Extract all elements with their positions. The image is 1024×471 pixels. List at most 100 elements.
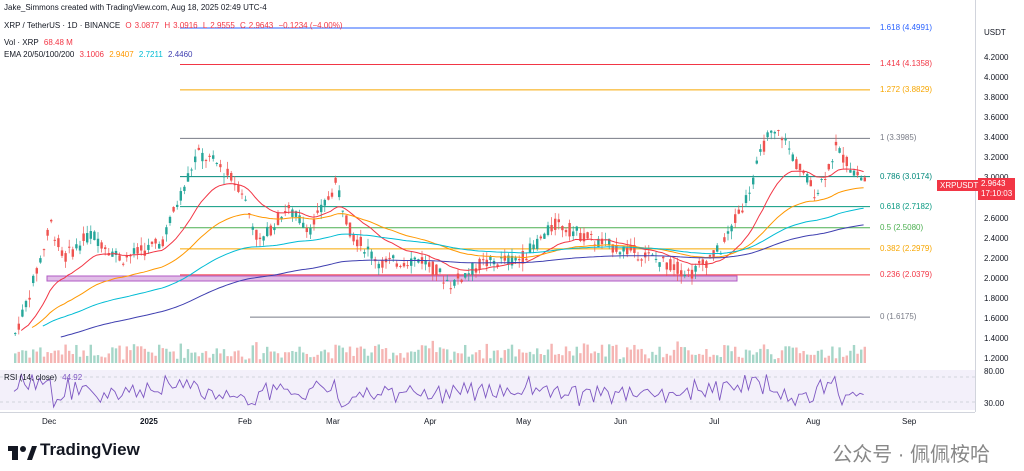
candle-body[interactable] bbox=[644, 252, 647, 258]
candle-body[interactable] bbox=[806, 174, 809, 183]
candle-body[interactable] bbox=[377, 263, 380, 269]
candle-body[interactable] bbox=[190, 169, 193, 171]
candle-body[interactable] bbox=[662, 256, 665, 259]
candle-body[interactable] bbox=[381, 259, 384, 268]
candle-body[interactable] bbox=[212, 155, 215, 159]
candle-body[interactable] bbox=[582, 233, 586, 242]
candle-body[interactable] bbox=[633, 245, 636, 253]
candle-body[interactable] bbox=[136, 247, 139, 254]
candle-body[interactable] bbox=[251, 226, 254, 230]
candle-body[interactable] bbox=[510, 255, 514, 266]
candle-body[interactable] bbox=[676, 261, 679, 274]
candle-body[interactable] bbox=[651, 254, 654, 256]
candle-body[interactable] bbox=[615, 245, 618, 252]
candle-body[interactable] bbox=[550, 225, 553, 232]
candle-body[interactable] bbox=[122, 263, 125, 265]
candle-body[interactable] bbox=[856, 171, 859, 176]
candle-body[interactable] bbox=[208, 155, 211, 157]
candle-body[interactable] bbox=[842, 154, 845, 163]
candle-body[interactable] bbox=[813, 197, 816, 199]
candle-body[interactable] bbox=[500, 257, 503, 259]
candle-body[interactable] bbox=[820, 179, 823, 181]
candle-body[interactable] bbox=[636, 259, 640, 261]
candle-body[interactable] bbox=[543, 233, 546, 239]
candle-body[interactable] bbox=[575, 226, 578, 231]
candle-body[interactable] bbox=[694, 265, 697, 272]
candle-body[interactable] bbox=[863, 177, 866, 182]
candle-body[interactable] bbox=[464, 273, 467, 278]
candle-body[interactable] bbox=[158, 243, 161, 249]
candle-body[interactable] bbox=[14, 333, 17, 335]
candle-body[interactable] bbox=[395, 263, 398, 267]
candle-body[interactable] bbox=[597, 238, 600, 248]
candle-body[interactable] bbox=[258, 237, 262, 240]
candle-body[interactable] bbox=[784, 138, 787, 141]
candle-body[interactable] bbox=[658, 262, 661, 267]
candle-body[interactable] bbox=[748, 192, 751, 194]
candle-body[interactable] bbox=[194, 156, 197, 163]
candle-body[interactable] bbox=[683, 274, 686, 277]
candle-body[interactable] bbox=[186, 173, 190, 182]
candle-body[interactable] bbox=[269, 225, 272, 236]
candle-body[interactable] bbox=[716, 245, 719, 252]
candle-body[interactable] bbox=[359, 236, 362, 246]
candle-body[interactable] bbox=[312, 219, 316, 225]
candle-body[interactable] bbox=[672, 264, 676, 271]
candle-body[interactable] bbox=[28, 297, 31, 300]
candle-body[interactable] bbox=[834, 141, 838, 146]
candle-body[interactable] bbox=[143, 250, 146, 256]
candle-body[interactable] bbox=[471, 262, 474, 275]
candle-body[interactable] bbox=[78, 245, 82, 251]
candle-body[interactable] bbox=[777, 130, 780, 132]
time-axis[interactable]: Dec 2025 Feb Mar Apr May Jun Jul Aug Sep bbox=[0, 412, 975, 431]
candle-body[interactable] bbox=[744, 195, 748, 204]
candle-body[interactable] bbox=[539, 236, 542, 239]
candle-body[interactable] bbox=[93, 231, 96, 241]
candle-body[interactable] bbox=[215, 163, 218, 165]
candle-body[interactable] bbox=[165, 227, 168, 235]
candle-body[interactable] bbox=[100, 242, 103, 249]
candle-body[interactable] bbox=[561, 226, 564, 231]
candle-body[interactable] bbox=[852, 170, 856, 176]
candle-body[interactable] bbox=[773, 131, 776, 134]
candle-body[interactable] bbox=[82, 233, 85, 242]
candle-body[interactable] bbox=[222, 176, 226, 178]
candle-body[interactable] bbox=[24, 301, 28, 308]
candle-body[interactable] bbox=[179, 191, 182, 201]
candle-body[interactable] bbox=[388, 257, 391, 260]
candle-body[interactable] bbox=[564, 230, 568, 233]
candle-body[interactable] bbox=[507, 255, 510, 265]
candle-body[interactable] bbox=[68, 246, 71, 248]
candle-body[interactable] bbox=[406, 265, 409, 267]
candle-body[interactable] bbox=[356, 239, 359, 247]
candle-body[interactable] bbox=[53, 239, 56, 241]
candle-body[interactable] bbox=[233, 184, 236, 186]
candle-body[interactable] bbox=[827, 164, 830, 170]
candle-body[interactable] bbox=[708, 255, 712, 257]
candle-body[interactable] bbox=[86, 233, 89, 243]
candle-body[interactable] bbox=[647, 252, 650, 254]
candle-body[interactable] bbox=[525, 258, 528, 261]
candle-body[interactable] bbox=[518, 259, 521, 261]
candle-body[interactable] bbox=[546, 225, 550, 235]
candle-body[interactable] bbox=[608, 238, 611, 246]
candle-body[interactable] bbox=[345, 215, 348, 225]
candle-body[interactable] bbox=[449, 288, 452, 290]
candle-body[interactable] bbox=[197, 147, 200, 150]
candle-body[interactable] bbox=[572, 231, 575, 237]
candle-body[interactable] bbox=[42, 249, 46, 251]
candle-body[interactable] bbox=[410, 258, 413, 266]
candle-body[interactable] bbox=[118, 255, 121, 261]
candle-body[interactable] bbox=[446, 279, 449, 281]
candle-body[interactable] bbox=[698, 260, 701, 264]
candle-body[interactable] bbox=[172, 206, 175, 212]
candle-body[interactable] bbox=[629, 245, 632, 251]
candle-body[interactable] bbox=[161, 239, 164, 247]
price-chart[interactable] bbox=[0, 0, 975, 412]
candle-body[interactable] bbox=[237, 185, 240, 192]
candle-body[interactable] bbox=[759, 149, 762, 152]
candle-body[interactable] bbox=[489, 256, 492, 261]
candle-body[interactable] bbox=[298, 215, 301, 224]
candle-body[interactable] bbox=[132, 248, 136, 254]
candle-body[interactable] bbox=[89, 231, 92, 239]
